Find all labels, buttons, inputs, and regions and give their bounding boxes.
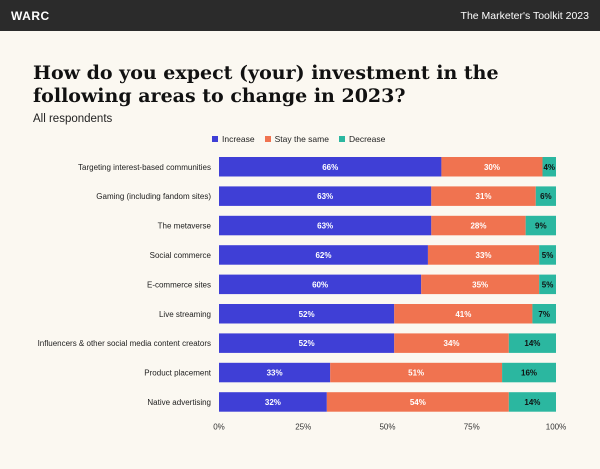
bar-stay <box>326 392 509 412</box>
x-tick-label: 75% <box>464 423 480 432</box>
bar-stay <box>330 362 503 383</box>
data-label-stay: 51% <box>408 369 424 378</box>
legend-swatch-decrease <box>338 136 345 142</box>
bar-decrease <box>532 304 556 324</box>
x-tick-label: 50% <box>379 423 395 432</box>
data-label-decrease: 16% <box>521 369 537 378</box>
category-label: Influencers & other social media content… <box>38 339 211 348</box>
data-label-decrease: 4% <box>543 163 555 172</box>
bar-stay <box>394 304 533 324</box>
data-label-decrease: 14% <box>524 398 540 407</box>
legend-label-increase: Increase <box>222 134 255 144</box>
data-label-stay: 30% <box>484 163 500 172</box>
data-label-decrease: 9% <box>535 222 547 231</box>
bar-increase <box>219 274 422 295</box>
data-label-increase: 63% <box>317 192 333 201</box>
legend-label-decrease: Decrease <box>348 134 386 144</box>
category-label: Gaming (including fandom sites) <box>96 192 211 201</box>
data-label-stay: 41% <box>455 310 471 319</box>
bar-increase <box>219 215 432 236</box>
bar-decrease <box>542 157 556 177</box>
legend-swatch-stay <box>264 136 271 142</box>
legend-item-stay: Stay the same <box>264 134 329 144</box>
bar-stay <box>431 186 536 206</box>
bar-stay <box>441 157 543 177</box>
category-label: Targeting interest-based communities <box>78 163 211 172</box>
bar-increase <box>219 333 395 353</box>
data-label-stay: 28% <box>470 222 486 231</box>
legend-label-stay: Stay the same <box>274 134 329 144</box>
bar-decrease <box>535 186 556 206</box>
category-label: Product placement <box>144 369 211 378</box>
bar-decrease <box>525 215 556 236</box>
chart-legend: Increase Stay the same Decrease <box>212 134 385 144</box>
bar-increase <box>219 362 331 383</box>
data-label-increase: 32% <box>265 398 281 407</box>
data-label-stay: 35% <box>472 280 488 289</box>
bar-increase <box>219 245 428 265</box>
data-label-increase: 33% <box>267 369 283 378</box>
data-label-decrease: 7% <box>538 310 550 319</box>
x-tick-label: 0% <box>213 423 225 432</box>
data-label-decrease: 5% <box>542 251 554 260</box>
data-label-decrease: 14% <box>524 339 540 348</box>
bar-stay <box>431 215 526 236</box>
bar-decrease <box>539 245 556 265</box>
data-label-stay: 54% <box>410 398 426 407</box>
bar-increase <box>219 157 442 177</box>
chart-subtitle: All respondents <box>33 113 113 125</box>
top-bar: WARC The Marketer's Toolkit 2023 <box>0 0 600 31</box>
legend-item-decrease: Decrease <box>338 134 386 144</box>
data-label-stay: 31% <box>476 192 492 201</box>
data-label-increase: 63% <box>317 222 333 231</box>
bar-decrease <box>508 392 556 412</box>
legend-swatch-increase <box>212 136 218 142</box>
bar-increase <box>219 392 327 412</box>
data-label-increase: 60% <box>312 280 328 289</box>
bar-decrease <box>502 362 556 383</box>
toolkit-title: The Marketer's Toolkit 2023 <box>460 9 589 22</box>
brand-logo: WARC <box>11 8 50 23</box>
bar-decrease <box>508 333 556 353</box>
category-label: Native advertising <box>147 398 211 407</box>
bar-stay <box>421 274 540 295</box>
data-label-increase: 52% <box>299 339 315 348</box>
data-label-decrease: 6% <box>540 192 552 201</box>
data-label-increase: 66% <box>322 163 338 172</box>
category-label: Live streaming <box>159 310 211 319</box>
chart-title: How do you expect (your) investment in t… <box>33 62 499 107</box>
category-label: E-commerce sites <box>147 280 211 289</box>
data-label-increase: 52% <box>299 310 315 319</box>
bar-increase <box>219 186 432 206</box>
bar-increase <box>219 304 395 324</box>
data-label-decrease: 5% <box>542 280 554 289</box>
data-label-increase: 62% <box>315 251 331 260</box>
data-label-stay: 33% <box>476 251 492 260</box>
x-tick-label: 100% <box>546 423 566 432</box>
data-label-stay: 34% <box>444 339 460 348</box>
category-label: Social commerce <box>150 251 212 260</box>
bar-stay <box>394 333 509 353</box>
bar-decrease <box>539 274 556 295</box>
category-label: The metaverse <box>158 222 212 231</box>
bar-stay <box>427 245 540 265</box>
legend-item-increase: Increase <box>212 134 255 144</box>
x-tick-label: 25% <box>295 423 311 432</box>
